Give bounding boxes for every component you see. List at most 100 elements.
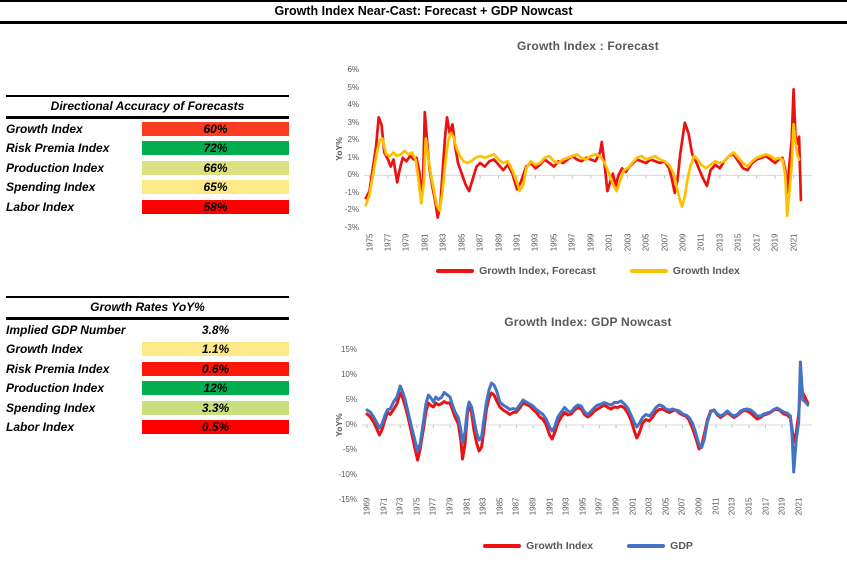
legend-item[interactable]: Growth Index	[483, 540, 593, 552]
top-rule	[0, 0, 847, 2]
growth-rate-row[interactable]: Labor Index 0.5%	[6, 418, 289, 438]
accuracy-value-cell[interactable]: 72%	[142, 141, 289, 156]
growth-rate-label-cell: Labor Index	[6, 420, 75, 435]
accuracy-label-cell: Production Index	[6, 160, 105, 175]
series-line-gdp	[365, 360, 810, 474]
accuracy-row[interactable]: Spending Index 65%	[6, 178, 289, 198]
accuracy-label-cell: Spending Index	[6, 180, 96, 195]
forecast-chart-title: Growth Index : Forecast	[517, 39, 659, 53]
legend-line-swatch	[629, 269, 668, 273]
growth-rate-value-cell[interactable]: 12%	[142, 381, 289, 396]
y-tick-label: 5%	[347, 82, 359, 92]
growth-rates-table-rows: Growth Index 1.1% Risk Premia Index 0.6% Pro…	[6, 340, 289, 438]
growth-rate-value-cell[interactable]: 1.1%	[142, 342, 289, 357]
x-tick-label: 2011	[711, 497, 721, 515]
accuracy-row[interactable]: Production Index 66%	[6, 158, 289, 178]
x-tick-label: 1999	[611, 497, 621, 515]
y-tick-label: 2%	[347, 135, 359, 145]
x-tick-label: 2013	[715, 233, 725, 251]
accuracy-row[interactable]: Labor Index 58%	[6, 197, 289, 217]
x-tick-label: 1971	[379, 497, 389, 515]
x-tick-label: 2013	[727, 497, 737, 515]
growth-rate-row[interactable]: Growth Index 1.1%	[6, 340, 289, 360]
accuracy-label-cell: Labor Index	[6, 199, 75, 214]
legend-item[interactable]: Growth Index, Forecast	[436, 265, 596, 277]
x-tick-label: 2021	[789, 233, 799, 251]
x-tick-label: 1981	[420, 233, 430, 251]
gdp-nowcast-chart-title: Growth Index: GDP Nowcast	[504, 315, 672, 329]
accuracy-value-cell[interactable]: 65%	[142, 180, 289, 195]
x-tick-label: 2003	[623, 233, 633, 251]
accuracy-row[interactable]: Growth Index 60%	[6, 119, 289, 139]
legend-item[interactable]: Growth Index	[629, 265, 740, 277]
growth-rate-label-cell: Production Index	[6, 381, 105, 396]
page-title: Growth Index Near-Cast: Forecast + GDP N…	[274, 4, 573, 18]
growth-rate-row[interactable]: Spending Index 3.3%	[6, 398, 289, 418]
y-tick-label: 0%	[347, 170, 359, 180]
y-tick-label: 3%	[347, 117, 359, 127]
y-tick-label: 6%	[347, 65, 359, 74]
x-tick-label: 2001	[628, 497, 638, 515]
accuracy-value-cell[interactable]: 66%	[142, 160, 289, 175]
growth-rate-value-cell[interactable]: 0.6%	[142, 361, 289, 376]
forecast-chart-legend: Growth Index, Forecast Growth Index	[364, 265, 812, 277]
growth-rate-value-cell[interactable]: 0.5%	[142, 420, 289, 435]
legend-line-swatch	[627, 544, 666, 548]
x-tick-label: 1993	[561, 497, 571, 515]
growth-rates-table-title: Growth Rates YoY%	[6, 296, 289, 320]
x-tick-label: 1981	[462, 497, 472, 515]
title-underline-rule	[0, 21, 847, 24]
implied-gdp-label: Implied GDP Number	[6, 322, 126, 337]
accuracy-label-cell: Growth Index	[6, 121, 83, 136]
legend-label: GDP	[670, 540, 693, 552]
x-tick-label: 1991	[545, 497, 555, 515]
y-tick-label: -10%	[338, 470, 357, 479]
series-line-growth-index	[364, 123, 801, 218]
growth-rates-table: Growth Rates YoY% Implied GDP Number 3.8…	[6, 296, 289, 437]
growth-rate-row[interactable]: Production Index 12%	[6, 379, 289, 399]
x-tick-label: 1979	[445, 497, 455, 515]
x-tick-label: 1975	[412, 497, 422, 515]
growth-rate-label-cell: Growth Index	[6, 342, 83, 357]
x-tick-label: 2017	[761, 497, 770, 515]
accuracy-value-cell[interactable]: 60%	[142, 121, 289, 136]
implied-gdp-value[interactable]: 3.8%	[201, 322, 230, 337]
x-tick-label: 1973	[395, 497, 405, 515]
x-tick-label: 1987	[475, 233, 485, 251]
accuracy-row[interactable]: Risk Premia Index 72%	[6, 139, 289, 159]
implied-gdp-row[interactable]: Implied GDP Number 3.8%	[6, 320, 289, 340]
x-tick-label: 1985	[495, 497, 505, 515]
x-tick-label: 1975	[365, 233, 375, 251]
x-tick-label: 2011	[696, 233, 706, 251]
x-tick-label: 2017	[752, 233, 762, 251]
x-tick-label: 1983	[478, 497, 488, 515]
x-tick-label: 2005	[641, 233, 651, 251]
y-tick-label: -5%	[342, 445, 357, 454]
y-tick-label: 10%	[340, 370, 357, 379]
y-tick-label: -2%	[344, 205, 359, 215]
x-tick-label: 1977	[383, 233, 393, 251]
x-tick-label: 1979	[401, 233, 411, 251]
y-tick-label: 5%	[345, 395, 357, 404]
y-tick-label: 0%	[345, 420, 357, 429]
y-tick-label: 1%	[347, 152, 359, 162]
y-tick-label: -15%	[338, 495, 357, 504]
growth-rate-row[interactable]: Risk Premia Index 0.6%	[6, 359, 289, 379]
x-tick-label: 2005	[661, 497, 671, 515]
x-tick-label: 1997	[567, 233, 577, 251]
legend-line-swatch	[436, 269, 475, 273]
growth-rate-value-cell[interactable]: 3.3%	[142, 400, 289, 415]
growth-rate-label-cell: Risk Premia Index	[6, 361, 110, 376]
y-tick-label: 15%	[340, 345, 357, 354]
x-tick-label: 2001	[604, 233, 614, 251]
legend-item[interactable]: GDP	[627, 540, 693, 552]
legend-label: Growth Index, Forecast	[479, 265, 596, 277]
y-tick-label: -3%	[344, 223, 359, 232]
x-tick-label: 2009	[694, 497, 704, 515]
x-tick-label: 2021	[794, 497, 804, 515]
accuracy-value-cell[interactable]: 58%	[142, 199, 289, 214]
x-tick-label: 2007	[677, 497, 687, 515]
x-tick-label: 1991	[512, 233, 522, 251]
